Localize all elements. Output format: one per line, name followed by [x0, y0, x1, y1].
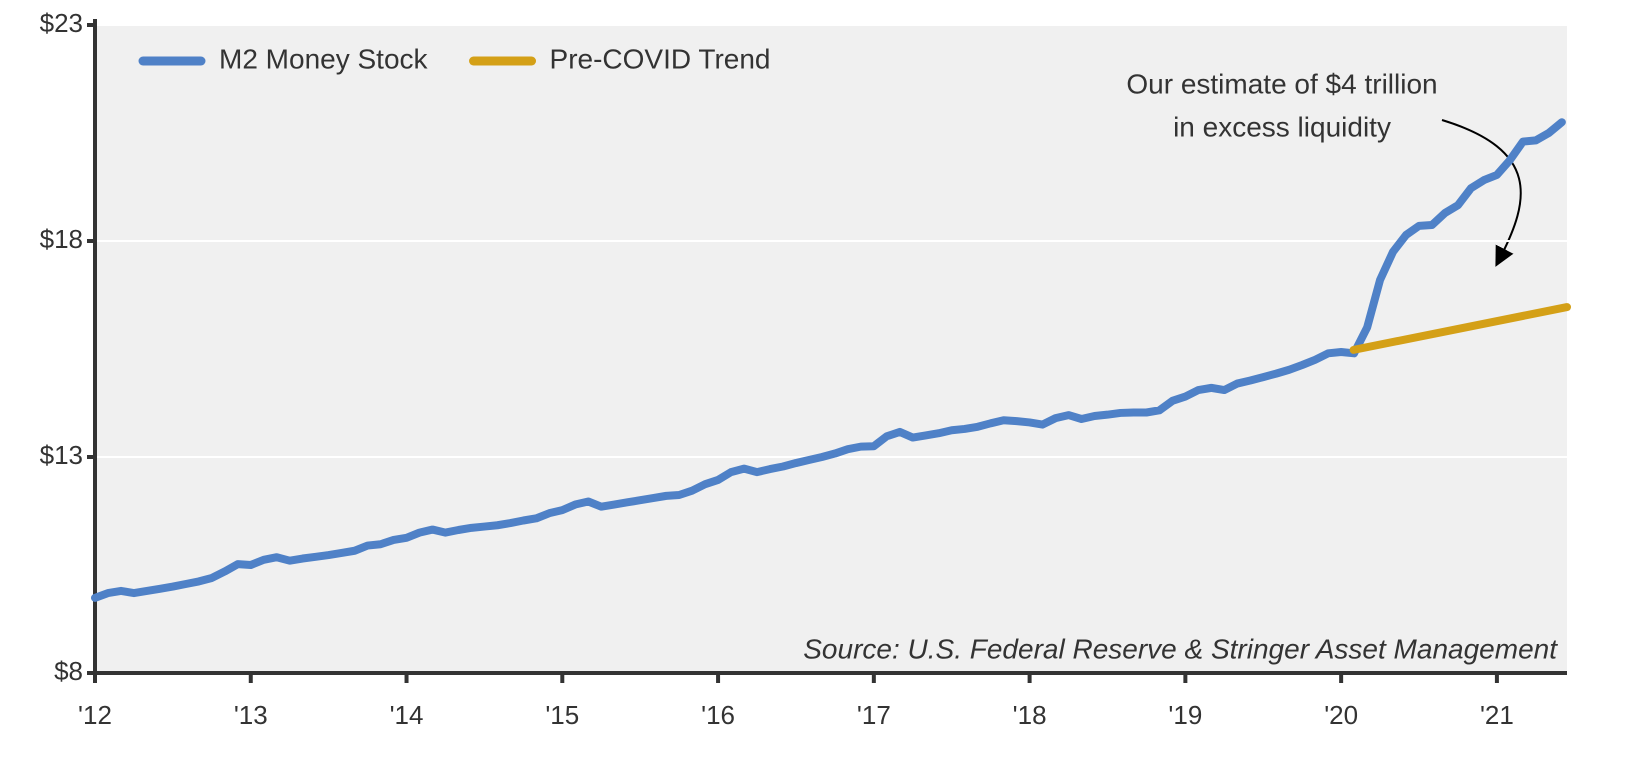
annotation: in excess liquidity [1173, 111, 1391, 142]
y-tick-label: $8 [54, 656, 83, 686]
x-tick-label: '13 [234, 700, 268, 730]
x-tick-label: '18 [1013, 700, 1047, 730]
y-tick-label: $23 [40, 8, 83, 38]
x-tick-label: '12 [78, 700, 112, 730]
data-line [91, 118, 1566, 602]
source-note: Source: U.S. Federal Reserve & Stringer … [803, 633, 1558, 664]
legend-label: Pre-COVID Trend [550, 43, 771, 74]
x-tick-label: '14 [390, 700, 424, 730]
x-tick-label: '15 [545, 700, 579, 730]
x-tick-label: '20 [1324, 700, 1358, 730]
x-tick-label: '17 [857, 700, 891, 730]
x-tick-label: '19 [1168, 700, 1202, 730]
y-tick-label: $18 [40, 224, 83, 254]
data-line [1349, 303, 1571, 354]
legend-label: M2 Money Stock [219, 43, 429, 74]
y-tick-label: $13 [40, 440, 83, 470]
x-tick-label: '16 [701, 700, 735, 730]
plot-area [95, 25, 1567, 673]
annotation: Our estimate of $4 trillion [1126, 68, 1437, 99]
x-tick-label: '21 [1480, 700, 1514, 730]
annotation-arrow [1441, 119, 1522, 267]
